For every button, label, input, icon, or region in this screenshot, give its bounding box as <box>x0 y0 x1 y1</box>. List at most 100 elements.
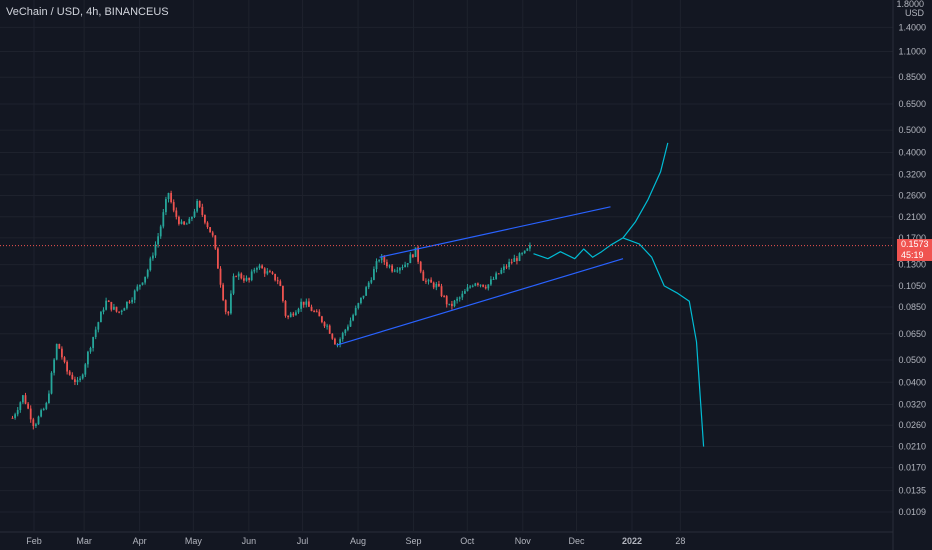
candle-body <box>45 402 48 409</box>
candle-body <box>61 348 63 358</box>
candle-body <box>430 279 433 283</box>
candle-body <box>261 265 264 269</box>
candle-body <box>66 361 69 372</box>
candle-body <box>396 270 399 272</box>
candle-body <box>266 271 269 274</box>
candle-body <box>113 306 115 310</box>
candle-body <box>490 279 492 285</box>
candle-body <box>40 410 43 417</box>
candle-body <box>500 269 503 274</box>
candle-body <box>406 263 409 265</box>
candle-body <box>315 311 318 313</box>
y-tick-label: 0.1050 <box>898 281 926 291</box>
candle-body <box>284 300 287 316</box>
candle-body <box>341 332 344 340</box>
currency-unit: USD <box>904 8 924 18</box>
candle-body <box>81 374 84 379</box>
x-tick-label: 2022 <box>622 536 642 546</box>
x-tick-label: Apr <box>133 536 147 546</box>
candle-body <box>334 338 336 345</box>
candle-body <box>204 214 206 223</box>
candle-body <box>523 250 526 254</box>
candle-body <box>326 325 329 327</box>
candle-body <box>245 277 248 281</box>
candle-body <box>188 218 191 224</box>
y-tick-label: 0.0500 <box>898 355 926 365</box>
candle-body <box>110 301 113 310</box>
candle-body <box>227 311 230 314</box>
y-tick-label: 0.6500 <box>898 99 926 109</box>
candle-body <box>409 254 412 264</box>
y-tick-label: 0.0400 <box>898 377 926 387</box>
candle-body <box>422 271 425 281</box>
candle-body <box>466 287 469 292</box>
candle-body <box>11 417 14 419</box>
candle-body <box>165 199 167 213</box>
channel-upper-line <box>379 206 611 258</box>
candle-body <box>510 261 513 263</box>
candle-body <box>55 343 58 360</box>
candle-body <box>513 258 516 262</box>
channel-lower-line <box>336 258 624 346</box>
candle-body <box>152 255 154 259</box>
candle-body <box>287 315 290 318</box>
candle-body <box>401 267 404 269</box>
candle-body <box>508 261 511 268</box>
candle-body <box>378 260 381 262</box>
candle-body <box>24 395 27 404</box>
candle-body <box>37 416 40 425</box>
candle-body <box>250 271 253 281</box>
candle-body <box>344 329 347 333</box>
candle-body <box>435 283 438 288</box>
candle-body <box>357 303 360 308</box>
candle-body <box>279 281 282 286</box>
x-tick-label: 28 <box>675 536 685 546</box>
candle-body <box>380 256 383 261</box>
candle-body <box>529 245 531 249</box>
candle-body <box>167 192 170 200</box>
candle-body <box>35 424 37 427</box>
candle-body <box>144 276 147 283</box>
candle-body <box>63 357 66 362</box>
candle-body <box>360 297 362 304</box>
candle-body <box>391 265 394 272</box>
candle-body <box>102 309 105 312</box>
last-price-value: 0.1573 <box>901 239 929 249</box>
candle-body <box>484 286 487 289</box>
candle-body <box>453 300 456 307</box>
candle-body <box>399 267 401 271</box>
candle-body <box>139 284 141 287</box>
candle-body <box>201 206 204 215</box>
y-tick-label: 0.0850 <box>898 302 926 312</box>
candle-body <box>282 285 284 301</box>
y-tick-label: 0.2100 <box>898 212 926 222</box>
candle-body <box>308 301 310 307</box>
candle-body <box>417 247 420 262</box>
x-tick-label: Jun <box>242 536 257 546</box>
candle-body <box>456 298 459 301</box>
candle-body <box>217 248 219 269</box>
candle-body <box>198 201 201 207</box>
x-tick-label: Jul <box>297 536 309 546</box>
candle-body <box>191 216 193 219</box>
candle-body <box>458 297 461 299</box>
x-tick-label: Sep <box>406 536 422 546</box>
candle-body <box>50 372 53 394</box>
candle-body <box>258 265 261 268</box>
candle-body <box>471 285 474 287</box>
candle-body <box>224 300 227 312</box>
candle-body <box>27 403 30 409</box>
candle-body <box>128 301 131 303</box>
candle-body <box>211 232 214 236</box>
candle-body <box>425 280 427 282</box>
candle-body <box>115 306 118 312</box>
candle-body <box>516 258 518 261</box>
bar-countdown: 45:19 <box>901 250 924 260</box>
candle-body <box>461 293 464 298</box>
candle-body <box>97 322 100 330</box>
candle-body <box>388 265 391 267</box>
x-tick-label: Oct <box>460 536 475 546</box>
candle-body <box>22 395 24 403</box>
candle-body <box>321 316 323 323</box>
